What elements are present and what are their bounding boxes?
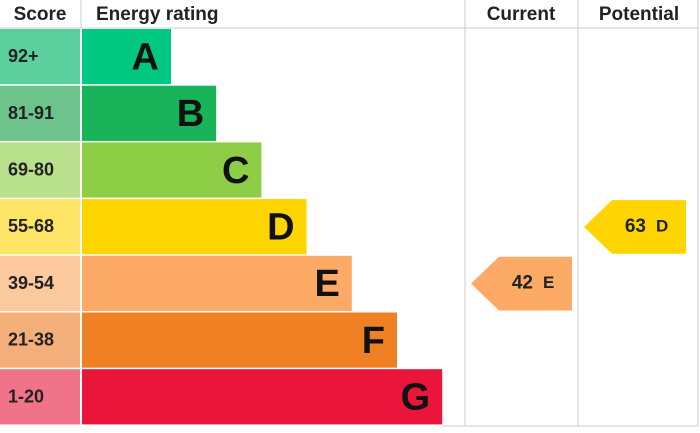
rating-letter: G xyxy=(401,377,431,419)
rating-letter: D xyxy=(267,206,294,248)
potential-letter: D xyxy=(656,216,668,235)
current-value: 42 xyxy=(512,273,533,294)
score-cell xyxy=(0,29,80,85)
rating-bar xyxy=(82,29,171,85)
current-letter: E xyxy=(543,273,554,292)
score-cell xyxy=(0,142,80,198)
rating-header: Energy rating xyxy=(96,4,218,25)
score-header: Score xyxy=(14,4,67,25)
rating-letter: A xyxy=(132,36,159,78)
rating-bar xyxy=(82,255,352,311)
potential-header: Potential xyxy=(599,4,679,25)
score-cell xyxy=(0,199,80,255)
rating-letter: E xyxy=(314,263,339,305)
score-label: 21-38 xyxy=(8,330,54,350)
rating-letter: F xyxy=(362,320,385,362)
score-cell xyxy=(0,369,80,425)
score-cell xyxy=(0,312,80,368)
rating-letter: B xyxy=(177,93,204,135)
score-cell xyxy=(0,255,80,311)
score-label: 39-54 xyxy=(8,273,54,293)
current-header: Current xyxy=(487,4,556,25)
potential-value: 63 xyxy=(625,216,646,237)
score-cell xyxy=(0,85,80,141)
rating-bar xyxy=(82,199,307,255)
score-label: 92+ xyxy=(8,46,39,66)
rating-bar xyxy=(82,369,443,425)
potential-arrow xyxy=(584,200,686,254)
rating-bar xyxy=(82,312,397,368)
score-label: 55-68 xyxy=(8,216,54,236)
rating-bar xyxy=(82,142,262,198)
score-label: 69-80 xyxy=(8,160,54,180)
score-label: 1-20 xyxy=(8,386,44,406)
score-label: 81-91 xyxy=(8,103,54,123)
rating-letter: C xyxy=(222,150,249,192)
current-arrow xyxy=(471,256,572,311)
rating-bar xyxy=(82,85,217,141)
